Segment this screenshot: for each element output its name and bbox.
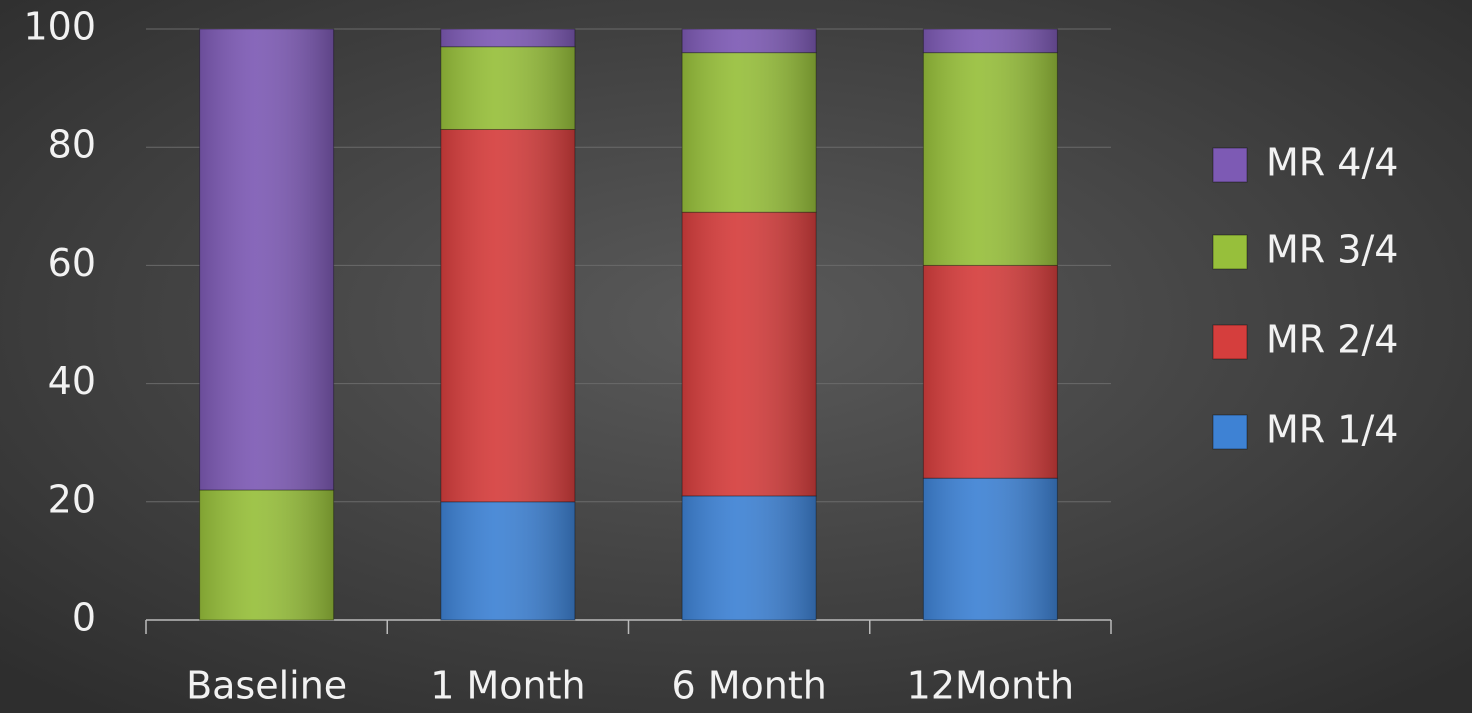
x-tick-label: 6 Month bbox=[671, 664, 826, 708]
x-tick-label: 1 Month bbox=[430, 664, 585, 708]
bar-shade bbox=[923, 265, 1058, 479]
legend-swatch bbox=[1212, 324, 1248, 360]
legend-swatch bbox=[1212, 147, 1248, 183]
bar-shade bbox=[682, 52, 817, 213]
legend-label: MR 4/4 bbox=[1266, 141, 1398, 185]
bar-shade bbox=[199, 489, 334, 620]
legend-swatch bbox=[1212, 414, 1248, 450]
y-tick-label: 20 bbox=[48, 477, 96, 521]
y-tick-label: 100 bbox=[23, 5, 96, 49]
bar-shade bbox=[440, 129, 575, 502]
bar-shade bbox=[440, 501, 575, 620]
bar-shade bbox=[440, 46, 575, 130]
y-tick-label: 0 bbox=[72, 596, 96, 640]
bar-shade bbox=[682, 212, 817, 496]
legend-label: MR 1/4 bbox=[1266, 408, 1398, 452]
bar-shade bbox=[440, 29, 575, 47]
bar-shade bbox=[682, 495, 817, 620]
bar-shade bbox=[923, 478, 1058, 620]
x-tick-label: 12Month bbox=[907, 664, 1074, 708]
y-tick-label: 80 bbox=[48, 123, 96, 167]
bar-shade bbox=[682, 29, 817, 53]
x-tick-label: Baseline bbox=[186, 664, 347, 708]
bar-shade bbox=[923, 52, 1058, 266]
legend-swatch bbox=[1212, 234, 1248, 270]
bar-shade bbox=[199, 29, 334, 490]
y-tick-label: 60 bbox=[48, 241, 96, 285]
bar-shade bbox=[923, 29, 1058, 53]
y-tick-label: 40 bbox=[48, 359, 96, 403]
legend-label: MR 2/4 bbox=[1266, 318, 1398, 362]
legend-label: MR 3/4 bbox=[1266, 228, 1398, 272]
